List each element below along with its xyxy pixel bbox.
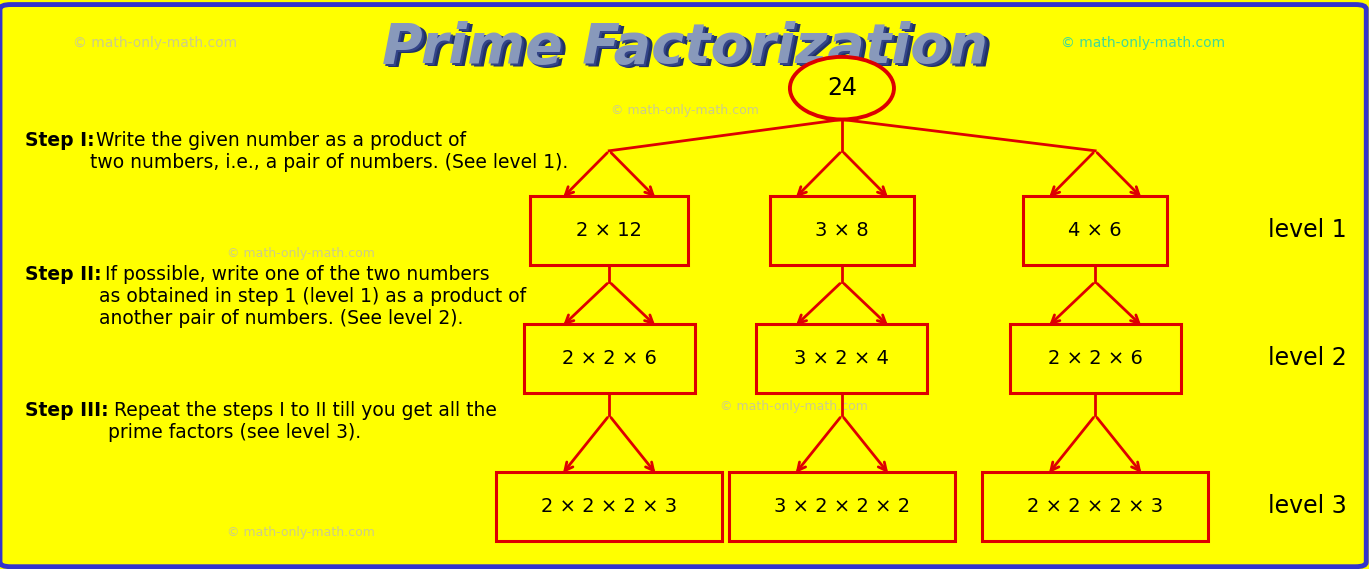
Text: Step II:: Step II: — [25, 265, 101, 283]
Text: © math-only-math.com: © math-only-math.com — [73, 36, 237, 50]
Text: Prime Factorization: Prime Factorization — [382, 21, 987, 75]
Text: Step I:: Step I: — [25, 131, 94, 150]
Text: level 3: level 3 — [1268, 494, 1347, 518]
Text: Repeat the steps I to II till you get all the
prime factors (see level 3).: Repeat the steps I to II till you get al… — [108, 401, 497, 442]
Text: 2 × 2 × 6: 2 × 2 × 6 — [1047, 349, 1143, 368]
Text: level 2: level 2 — [1268, 347, 1347, 370]
Text: 2 × 2 × 2 × 3: 2 × 2 × 2 × 3 — [1027, 497, 1164, 516]
Text: 2 × 12: 2 × 12 — [576, 221, 642, 240]
Ellipse shape — [790, 57, 894, 119]
Text: 2 × 2 × 2 × 3: 2 × 2 × 2 × 3 — [541, 497, 678, 516]
Text: Prime Factorization: Prime Factorization — [385, 23, 990, 76]
Text: If possible, write one of the two numbers
as obtained in step 1 (level 1) as a p: If possible, write one of the two number… — [99, 265, 526, 328]
Text: © math-only-math.com: © math-only-math.com — [611, 105, 758, 117]
Text: 2 × 2 × 6: 2 × 2 × 6 — [561, 349, 657, 368]
Text: Write the given number as a product of
two numbers, i.e., a pair of numbers. (Se: Write the given number as a product of t… — [90, 131, 568, 172]
Text: level 1: level 1 — [1268, 218, 1347, 242]
Text: 4 × 6: 4 × 6 — [1068, 221, 1123, 240]
Text: © math-only-math.com: © math-only-math.com — [227, 526, 375, 538]
Text: © math-only-math.com: © math-only-math.com — [720, 401, 868, 413]
FancyBboxPatch shape — [496, 472, 721, 541]
Text: 3 × 2 × 2 × 2: 3 × 2 × 2 × 2 — [773, 497, 910, 516]
Text: 3 × 2 × 4: 3 × 2 × 4 — [794, 349, 890, 368]
FancyBboxPatch shape — [1023, 196, 1166, 265]
Text: Step III:: Step III: — [25, 401, 108, 420]
FancyBboxPatch shape — [1009, 324, 1180, 393]
FancyBboxPatch shape — [982, 472, 1207, 541]
Text: © math-only-math.com: © math-only-math.com — [227, 247, 375, 259]
Text: 3 × 8: 3 × 8 — [815, 221, 869, 240]
FancyBboxPatch shape — [0, 5, 1366, 567]
Text: 24: 24 — [827, 76, 857, 100]
Text: © math-only-math.com: © math-only-math.com — [1061, 36, 1225, 50]
FancyBboxPatch shape — [523, 324, 694, 393]
Text: Prime Factorization: Prime Factorization — [387, 24, 993, 78]
FancyBboxPatch shape — [756, 324, 927, 393]
FancyBboxPatch shape — [728, 472, 954, 541]
FancyBboxPatch shape — [769, 196, 913, 265]
FancyBboxPatch shape — [530, 196, 687, 265]
